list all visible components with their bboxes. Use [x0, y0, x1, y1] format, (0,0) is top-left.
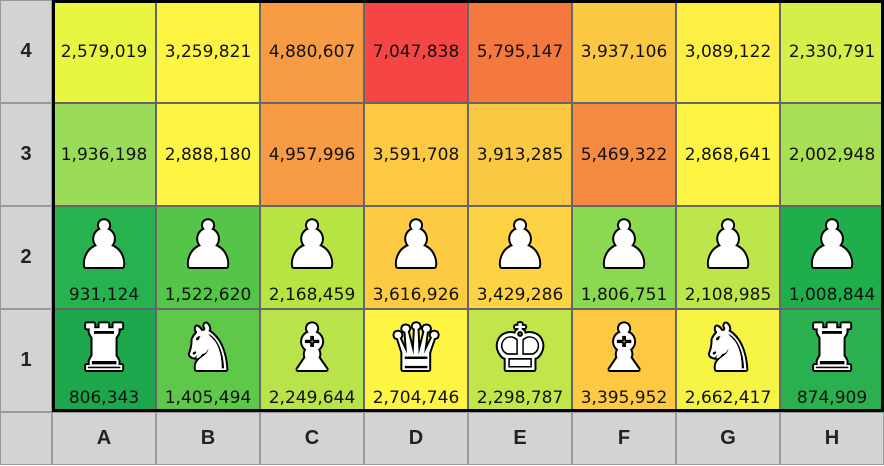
heatmap-cell-f3: 5,469,322 — [572, 103, 676, 206]
cell-value: 2,168,459 — [268, 285, 356, 305]
cell-value: 2,002,948 — [788, 144, 876, 165]
heatmap-cell-b2: ♟ 1,522,620 — [156, 206, 260, 309]
heatmap-cell-g4: 3,089,122 — [676, 0, 780, 103]
pawn-icon: ♟ — [491, 209, 549, 283]
column-label-f: F — [572, 412, 676, 465]
pawn-icon: ♟ — [595, 209, 653, 283]
cell-value: 2,249,644 — [268, 388, 356, 408]
cell-value: 7,047,838 — [372, 41, 460, 62]
bishop-icon: ♝ — [283, 312, 341, 386]
column-label-h: H — [780, 412, 884, 465]
heatmap-cell-g3: 2,868,641 — [676, 103, 780, 206]
column-label-d: D — [364, 412, 468, 465]
heatmap-cell-b1: ♞ 1,405,494 — [156, 309, 260, 412]
cell-value: 2,704,746 — [372, 388, 460, 408]
heatmap-cell-a2: ♟ 931,124 — [52, 206, 156, 309]
cell-value: 2,888,180 — [164, 144, 252, 165]
cell-value: 4,880,607 — [268, 41, 356, 62]
cell-value: 3,259,821 — [164, 41, 252, 62]
cell-value: 1,522,620 — [164, 285, 252, 305]
heatmap-cell-a3: 1,936,198 — [52, 103, 156, 206]
rook-icon: ♜ — [75, 312, 133, 386]
heatmap-cell-h2: ♟ 1,008,844 — [780, 206, 884, 309]
heatmap-cell-h1: ♜ 874,909 — [780, 309, 884, 412]
queen-icon: ♛ — [387, 312, 445, 386]
column-label-g: G — [676, 412, 780, 465]
row-label-1: 1 — [0, 309, 52, 412]
heatmap-cell-c1: ♝ 2,249,644 — [260, 309, 364, 412]
heatmap-cell-c3: 4,957,996 — [260, 103, 364, 206]
pawn-icon: ♟ — [387, 209, 445, 283]
cell-value: 2,868,641 — [684, 144, 772, 165]
cell-value: 2,579,019 — [60, 41, 148, 62]
bishop-icon: ♝ — [595, 312, 653, 386]
cell-value: 1,008,844 — [788, 285, 876, 305]
heatmap-cell-f2: ♟ 1,806,751 — [572, 206, 676, 309]
heatmap-cell-d1: ♛ 2,704,746 — [364, 309, 468, 412]
cell-value: 3,429,286 — [476, 285, 564, 305]
heatmap-cell-c2: ♟ 2,168,459 — [260, 206, 364, 309]
heatmap-cell-d4: 7,047,838 — [364, 0, 468, 103]
knight-icon: ♞ — [699, 312, 757, 386]
column-label-b: B — [156, 412, 260, 465]
heatmap-cell-d3: 3,591,708 — [364, 103, 468, 206]
column-label-c: C — [260, 412, 364, 465]
cell-value: 1,936,198 — [60, 144, 148, 165]
heatmap-cell-b4: 3,259,821 — [156, 0, 260, 103]
cell-value: 3,395,952 — [580, 388, 668, 408]
heatmap-cell-e1: ♚ 2,298,787 — [468, 309, 572, 412]
pawn-icon: ♟ — [75, 209, 133, 283]
heatmap-cell-g2: ♟ 2,108,985 — [676, 206, 780, 309]
corner-cell — [0, 412, 52, 465]
row-label-4: 4 — [0, 0, 52, 103]
column-label-e: E — [468, 412, 572, 465]
cell-value: 5,469,322 — [580, 144, 668, 165]
rook-icon: ♜ — [803, 312, 861, 386]
cell-value: 931,124 — [68, 285, 140, 305]
pawn-icon: ♟ — [699, 209, 757, 283]
heatmap-cell-f4: 3,937,106 — [572, 0, 676, 103]
pawn-icon: ♟ — [283, 209, 341, 283]
cell-value: 2,330,791 — [788, 41, 876, 62]
pawn-icon: ♟ — [803, 209, 861, 283]
cell-value: 3,937,106 — [580, 41, 668, 62]
cell-value: 3,913,285 — [476, 144, 564, 165]
heatmap-cell-e4: 5,795,147 — [468, 0, 572, 103]
heatmap-cell-f1: ♝ 3,395,952 — [572, 309, 676, 412]
cell-value: 3,089,122 — [684, 41, 772, 62]
heatmap-cell-h3: 2,002,948 — [780, 103, 884, 206]
heatmap-cell-e3: 3,913,285 — [468, 103, 572, 206]
cell-value: 3,591,708 — [372, 144, 460, 165]
king-icon: ♚ — [491, 312, 549, 386]
cell-value: 2,108,985 — [684, 285, 772, 305]
row-label-3: 3 — [0, 103, 52, 206]
cell-value: 4,957,996 — [268, 144, 356, 165]
cell-value: 5,795,147 — [476, 41, 564, 62]
cell-value: 874,909 — [796, 388, 868, 408]
cell-value: 2,298,787 — [476, 388, 564, 408]
cell-value: 1,405,494 — [164, 388, 252, 408]
knight-icon: ♞ — [179, 312, 237, 386]
heatmap-cell-c4: 4,880,607 — [260, 0, 364, 103]
cell-value: 806,343 — [68, 388, 140, 408]
column-label-a: A — [52, 412, 156, 465]
heatmap-cell-a4: 2,579,019 — [52, 0, 156, 103]
heatmap-cell-h4: 2,330,791 — [780, 0, 884, 103]
cell-value: 1,806,751 — [580, 285, 668, 305]
heatmap-cell-a1: ♜ 806,343 — [52, 309, 156, 412]
heatmap-cell-e2: ♟ 3,429,286 — [468, 206, 572, 309]
heatmap-cell-d2: ♟ 3,616,926 — [364, 206, 468, 309]
heatmap-cell-g1: ♞ 2,662,417 — [676, 309, 780, 412]
cell-value: 2,662,417 — [684, 388, 772, 408]
heatmap-cell-b3: 2,888,180 — [156, 103, 260, 206]
row-label-2: 2 — [0, 206, 52, 309]
cell-value: 3,616,926 — [372, 285, 460, 305]
pawn-icon: ♟ — [179, 209, 237, 283]
